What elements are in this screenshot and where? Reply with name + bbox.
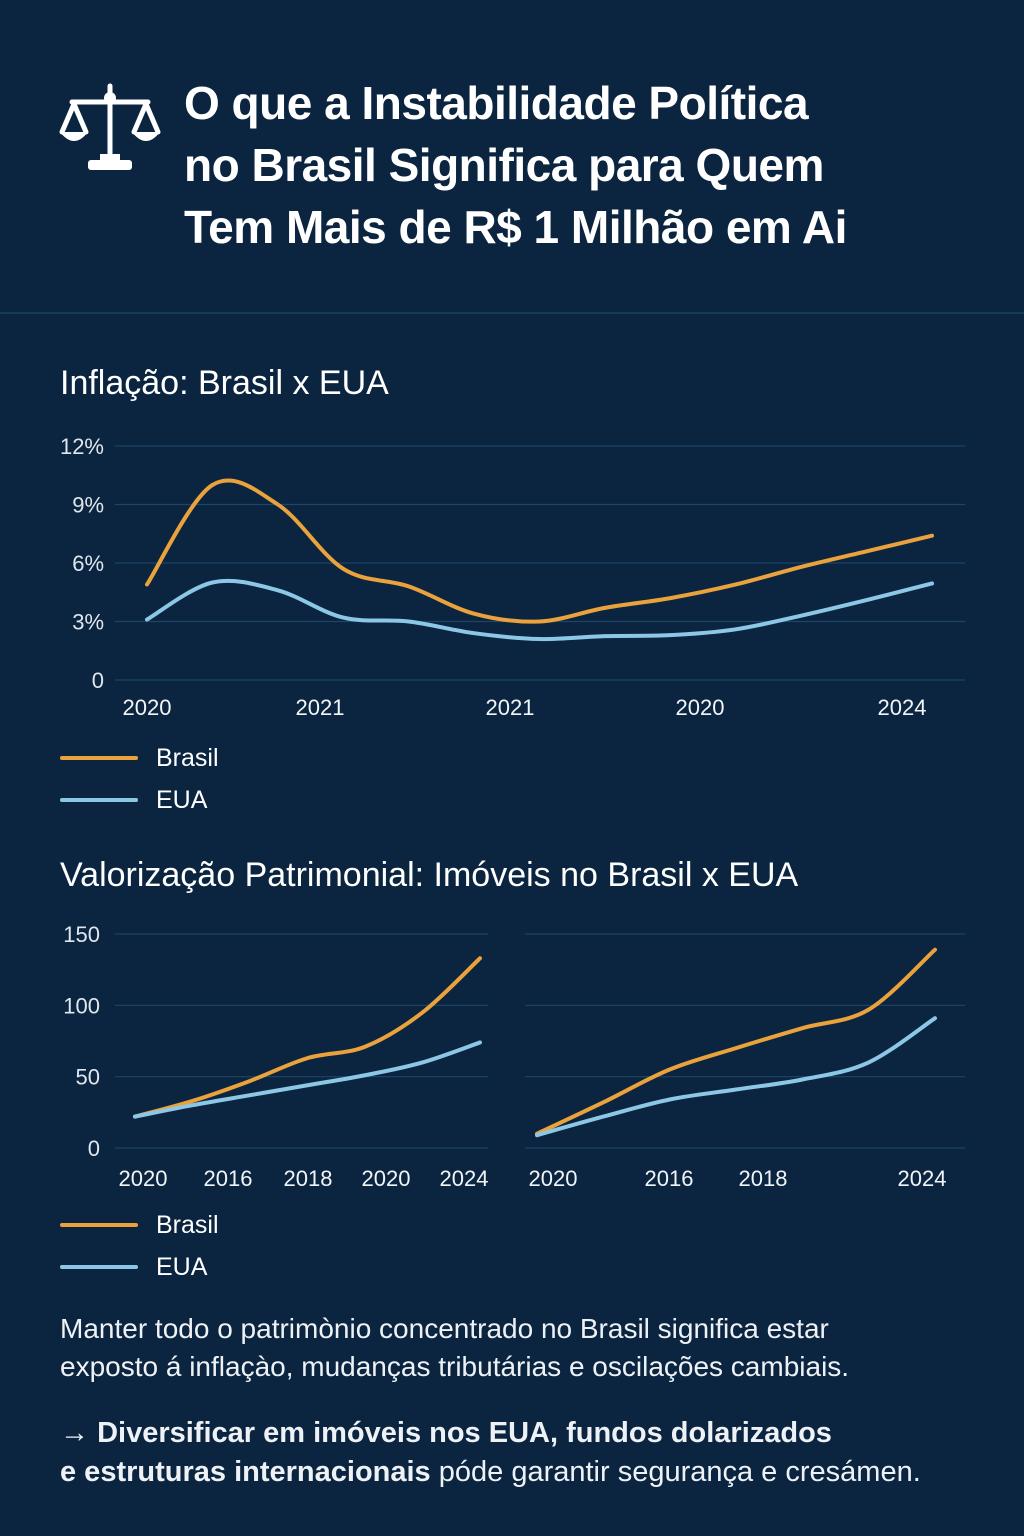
paragraph-line: Manter todo o patrimònio concentrado no … xyxy=(60,1313,829,1344)
title-line: Tem Mais de R$ 1 Milhão em Ai xyxy=(184,201,847,253)
property-chart: 150 100 50 0 2020 2016 2018 2020 2024 2020 2016 201… xyxy=(63,922,965,1191)
y-tick-label: 3% xyxy=(72,610,104,635)
x-tick-label: 2020 xyxy=(676,695,725,720)
legend-label: Brasil xyxy=(156,1210,219,1239)
legend-item-brasil: Brasil xyxy=(60,1204,219,1246)
x-tick-label: 2020 xyxy=(529,1166,578,1191)
arrow-right-icon: → xyxy=(60,1417,89,1449)
series-line-eua xyxy=(145,578,934,642)
series-line-brasil xyxy=(133,956,482,1119)
legend-item-eua: EUA xyxy=(60,1246,219,1288)
legend-item-eua: EUA xyxy=(60,779,219,821)
y-tick-label: 50 xyxy=(76,1065,100,1090)
legend-swatch-eua xyxy=(60,798,138,802)
property-legend: Brasil EUA xyxy=(60,1204,219,1288)
legend-label: Brasil xyxy=(156,743,219,772)
paragraph-line: exposto á inflaçào, mudanças tributárias… xyxy=(60,1351,850,1382)
y-tick-label: 9% xyxy=(72,493,104,518)
legend-swatch-brasil xyxy=(60,756,138,760)
page-title: O que a Instabilidade Política no Brasil… xyxy=(184,72,847,258)
scales-of-justice-icon xyxy=(59,83,161,170)
x-tick-label: 2021 xyxy=(296,695,345,720)
exposure-paragraph: Manter todo o patrimònio concentrado no … xyxy=(60,1310,849,1386)
recommendation-paragraph: → Diversificar em imóveis nos EUA, fundo… xyxy=(60,1414,921,1492)
recommendation-line: Diversificar em imóveis nos EUA, fundos … xyxy=(97,1417,832,1449)
series-line-brasil xyxy=(535,947,937,1136)
legend-swatch-brasil xyxy=(60,1223,138,1227)
title-line: no Brasil Significa para Quem xyxy=(184,139,824,191)
recommendation-rest: póde garantir segurança e cresámen. xyxy=(430,1456,921,1488)
inflation-chart-title: Inflação: Brasil x EUA xyxy=(60,364,389,402)
y-tick-label: 150 xyxy=(63,922,100,947)
x-tick-label: 2020 xyxy=(123,695,172,720)
legend-swatch-eua xyxy=(60,1265,138,1269)
y-tick-label: 6% xyxy=(72,551,104,576)
x-tick-label: 2024 xyxy=(878,695,927,720)
x-tick-label: 2016 xyxy=(645,1166,694,1191)
series-line-brasil xyxy=(145,478,934,624)
y-tick-label: 0 xyxy=(88,1136,100,1161)
x-tick-label: 2018 xyxy=(739,1166,788,1191)
legend-label: EUA xyxy=(156,1252,208,1281)
legend-label: EUA xyxy=(156,785,208,814)
y-tick-label: 12% xyxy=(60,434,104,459)
inflation-legend: Brasil EUA xyxy=(60,737,219,821)
series-line-eua xyxy=(133,1040,482,1119)
property-chart-title: Valorização Patrimonial: Imóveis no Bras… xyxy=(60,856,799,894)
x-tick-label: 2021 xyxy=(486,695,535,720)
legend-item-brasil: Brasil xyxy=(60,737,219,779)
x-tick-label: 2020 xyxy=(362,1166,411,1191)
x-tick-label: 2020 xyxy=(119,1166,168,1191)
x-tick-label: 2016 xyxy=(204,1166,253,1191)
x-tick-label: 2024 xyxy=(898,1166,947,1191)
x-tick-label: 2018 xyxy=(284,1166,333,1191)
divider xyxy=(0,312,1024,314)
y-tick-label: 100 xyxy=(63,993,100,1018)
recommendation-bold: e estruturas internacionais xyxy=(60,1456,431,1488)
inflation-chart: 12% 9% 6% 3% 0 2020 2021 2021 2020 2024 xyxy=(60,434,965,720)
title-line: O que a Instabilidade Política xyxy=(184,77,809,129)
x-tick-label: 2024 xyxy=(440,1166,489,1191)
y-tick-label: 0 xyxy=(92,668,104,693)
